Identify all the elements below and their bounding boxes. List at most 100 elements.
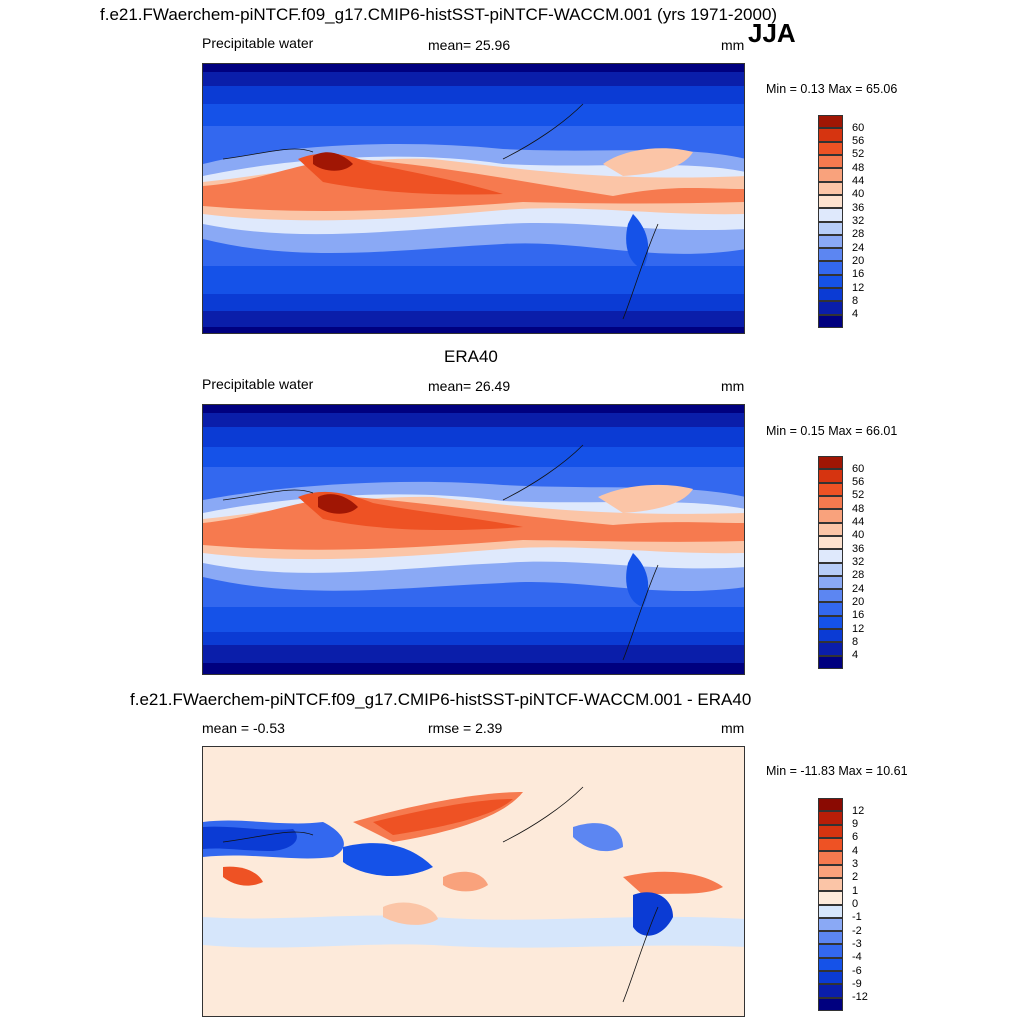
panel2-map-svg xyxy=(203,405,744,674)
panel1-colorbar-cell xyxy=(818,115,843,129)
panel3-colorbar-tick-label: -9 xyxy=(852,977,862,990)
panel2-colorbar-tick-label: 36 xyxy=(852,542,865,555)
page-title: f.e21.FWaerchem-piNTCF.f09_g17.CMIP6-his… xyxy=(100,5,778,24)
panel3-colorbar-tick-label: -6 xyxy=(852,964,862,977)
panel2-colorbar: 4 8 12 16 20 24 28 32 36 40 44 48 52 56 60 xyxy=(818,456,864,669)
panel1-colorbar: 4 8 12 16 20 24 28 32 36 40 44 48 52 56 60 xyxy=(818,115,864,328)
panel2-colorbar-cell xyxy=(818,482,843,496)
panel1-minmax-label: Min = 0.13 Max = 65.06 xyxy=(766,82,898,96)
panel3-colorbar-tick-label: 12 xyxy=(852,804,865,817)
panel1-map-svg xyxy=(203,64,744,333)
panel1-colorbar-tick-label: 60 xyxy=(852,121,865,134)
panel3-colorbar-tick-label: -3 xyxy=(852,937,862,950)
panel1-colorbar-tick-label: 16 xyxy=(852,268,865,281)
panel3-title: f.e21.FWaerchem-piNTCF.f09_g17.CMIP6-his… xyxy=(130,690,752,709)
panel3-colorbar-tick-label: 4 xyxy=(852,844,859,857)
panel2-colorbar-tick-label: 40 xyxy=(852,529,865,542)
panel3-colorbar-tick-label: 0 xyxy=(852,898,859,910)
panel3-colorbar-tick-label: 2 xyxy=(852,871,859,884)
panel1-colorbar-tick-label: 12 xyxy=(852,281,865,294)
panel3-units-label: mm xyxy=(721,720,745,736)
panel2-colorbar-tick-label: 32 xyxy=(852,556,865,568)
panel2-colorbar-tick-label: 4 xyxy=(852,649,859,662)
panel1-units-label: mm xyxy=(721,37,745,53)
panel2-title: ERA40 xyxy=(444,347,498,366)
panel1-colorbar-tick-label: 36 xyxy=(852,201,865,214)
panel2-colorbar-tick-label: 20 xyxy=(852,595,865,608)
panel3-map xyxy=(202,746,745,1017)
panel2-map xyxy=(202,404,745,675)
panel3-colorbar-cell xyxy=(818,811,843,825)
panel3-colorbar-cell xyxy=(818,931,843,945)
panel1-colorbar-tick-label: 20 xyxy=(852,254,865,267)
panel1-colorbar-cell xyxy=(818,288,843,302)
panel3-colorbar-tick-label: -12 xyxy=(852,991,868,1004)
panel1-mean-label: mean= 25.96 xyxy=(428,37,511,53)
panel1-colorbar-cell xyxy=(818,301,843,315)
panel3-colorbar-cell xyxy=(818,877,843,892)
panel3-colorbar-cell xyxy=(818,798,843,812)
panel3-colorbar-tick-label: -2 xyxy=(852,924,862,937)
panel2-minmax-label: Min = 0.15 Max = 66.01 xyxy=(766,424,898,438)
panel2-colorbar-cell xyxy=(818,629,843,643)
panel1-variable-label: Precipitable water xyxy=(202,35,314,51)
panel3-colorbar-tick-label: 6 xyxy=(852,831,859,844)
panel2-colorbar-cell xyxy=(818,602,843,616)
panel1-colorbar-cell xyxy=(818,274,843,289)
panel3-rmse-label: rmse = 2.39 xyxy=(428,720,503,736)
panel3-mean-label: mean = -0.53 xyxy=(202,720,285,736)
panel2-colorbar-cell xyxy=(818,655,843,669)
panel2-colorbar-cell xyxy=(818,642,843,656)
panel2-colorbar-cell xyxy=(818,509,843,523)
panel3-colorbar-cell xyxy=(818,837,843,852)
panel2-colorbar-tick-label: 56 xyxy=(852,476,865,489)
panel1-map xyxy=(202,63,745,334)
panel1-colorbar-cell xyxy=(818,208,843,222)
panel1-colorbar-tick-label: 52 xyxy=(852,148,865,161)
panel1-colorbar-cell xyxy=(818,181,843,195)
panel3-colorbar-tick-label: 1 xyxy=(852,884,859,897)
panel3-colorbar-cell xyxy=(818,944,843,958)
panel3-colorbar-tick-label: -4 xyxy=(852,951,862,964)
panel3-colorbar-cell xyxy=(818,957,843,972)
panel2-colorbar-cell xyxy=(818,549,843,563)
panel2-colorbar-tick-label: 24 xyxy=(852,582,865,595)
panel2-colorbar-cell xyxy=(818,495,843,510)
panel3-colorbar-tick-label: 3 xyxy=(852,858,859,871)
panel3-colorbar-cell xyxy=(818,891,843,905)
panel1-colorbar-cell xyxy=(818,128,843,142)
panel3-colorbar-cell xyxy=(818,984,843,998)
panel2-mean-label: mean= 26.49 xyxy=(428,378,511,394)
panel2-colorbar-cell xyxy=(818,589,843,603)
panel1-colorbar-cell xyxy=(818,221,843,235)
panel2-colorbar-cell xyxy=(818,522,843,536)
panel1-colorbar-tick-label: 28 xyxy=(852,228,865,241)
panel1-colorbar-cell xyxy=(818,261,843,275)
panel1-colorbar-cell xyxy=(818,194,843,209)
season-label: JJA xyxy=(748,18,796,48)
panel2-colorbar-tick-label: 48 xyxy=(852,502,865,515)
panel2-colorbar-cell xyxy=(818,456,843,470)
panel3-colorbar: -12 -9 -6 -4 -3 -2 -1 0 1 2 3 4 6 9 12 xyxy=(818,798,868,1011)
panel2-colorbar-tick-label: 16 xyxy=(852,609,865,622)
panel1-colorbar-cell xyxy=(818,314,843,328)
panel1-colorbar-tick-label: 44 xyxy=(852,175,865,188)
panel1-colorbar-cell xyxy=(818,141,843,155)
panel2-colorbar-cell xyxy=(818,615,843,630)
panel3-colorbar-tick-label: -1 xyxy=(852,911,862,924)
panel3-map-svg xyxy=(203,747,744,1016)
panel1-colorbar-cell xyxy=(818,234,843,249)
panel3-colorbar-cell xyxy=(818,864,843,878)
panel1-colorbar-tick-label: 8 xyxy=(852,294,859,307)
panel1-colorbar-cell xyxy=(818,248,843,262)
panel1-colorbar-tick-label: 48 xyxy=(852,161,865,174)
panel2-variable-label: Precipitable water xyxy=(202,376,314,392)
panel2-colorbar-cell xyxy=(818,562,843,576)
panel3-colorbar-tick-label: 9 xyxy=(852,818,859,831)
panel1-colorbar-tick-label: 56 xyxy=(852,135,865,148)
panel1-colorbar-tick-label: 32 xyxy=(852,215,865,227)
panel2-colorbar-tick-label: 52 xyxy=(852,489,865,502)
panel3-colorbar-cell xyxy=(818,917,843,932)
panel3-colorbar-cell xyxy=(818,851,843,865)
panel3-colorbar-cell xyxy=(818,904,843,918)
